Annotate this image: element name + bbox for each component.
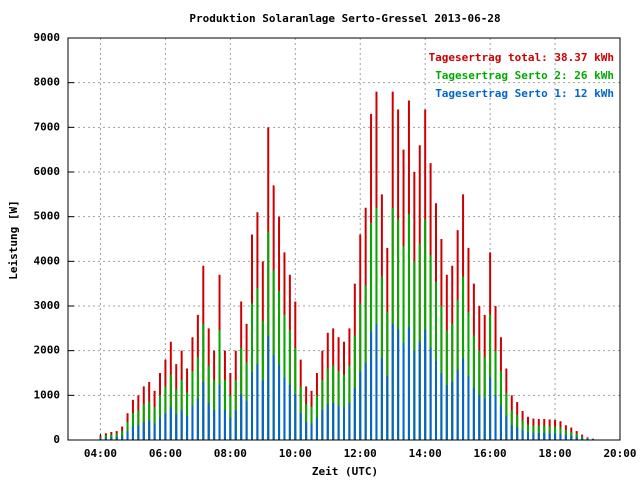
x-tick-label: 08:00: [214, 447, 247, 460]
y-tick-label: 6000: [34, 165, 61, 178]
legend-entry: Tagesertrag Serto 1: 12 kWh: [435, 87, 614, 100]
x-tick-label: 10:00: [279, 447, 312, 460]
legend-entry: Tagesertrag total: 38.37 kWh: [429, 51, 614, 64]
y-tick-label: 3000: [34, 299, 61, 312]
x-tick-label: 18:00: [538, 447, 571, 460]
x-tick-label: 06:00: [149, 447, 182, 460]
y-tick-label: 2000: [34, 344, 61, 357]
y-tick-label: 7000: [34, 120, 61, 133]
chart-title: Produktion Solaranlage Serto-Gressel 201…: [189, 12, 500, 25]
x-tick-label: 20:00: [603, 447, 636, 460]
y-axis-label: Leistung [W]: [7, 200, 20, 279]
x-tick-label: 12:00: [344, 447, 377, 460]
x-tick-label: 04:00: [84, 447, 117, 460]
y-tick-label: 9000: [34, 31, 61, 44]
plot-border: [67, 37, 621, 441]
y-tick-label: 4000: [34, 254, 61, 267]
x-tick-label: 14:00: [409, 447, 442, 460]
x-tick-label: 16:00: [474, 447, 507, 460]
legend-entry: Tagesertrag Serto 2: 26 kWh: [435, 69, 614, 82]
y-tick-label: 8000: [34, 76, 61, 89]
y-tick-label: 1000: [34, 388, 61, 401]
y-tick-label: 0: [53, 433, 60, 446]
x-axis-label: Zeit (UTC): [312, 465, 378, 478]
y-tick-label: 5000: [34, 210, 61, 223]
